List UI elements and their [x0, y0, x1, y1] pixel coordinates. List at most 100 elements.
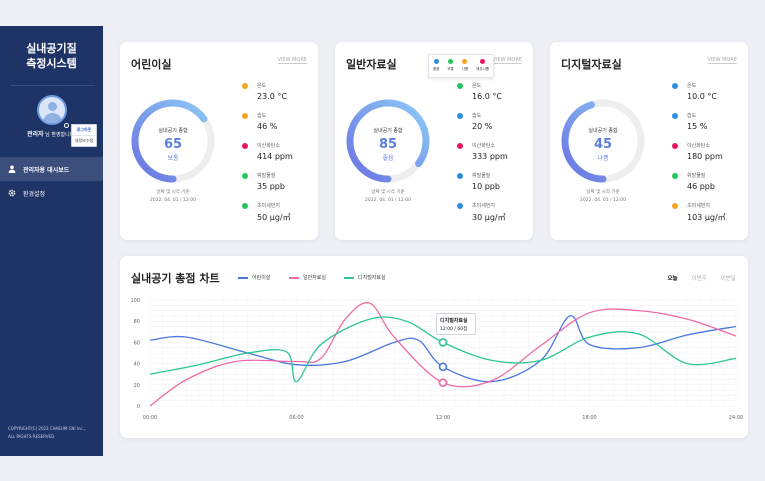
- status-legend-item: 보통: [447, 59, 454, 77]
- measure-info: 날짜 및 시각 기준 2022. 04. 01 / 12:00: [130, 189, 216, 205]
- gauge-fill: [346, 99, 430, 183]
- metric-item: 온도 16.0 °C: [457, 82, 502, 101]
- card-title: 디지털자료실: [561, 58, 622, 71]
- metric-item: 이산화탄소 333 ppm: [457, 142, 508, 161]
- avatar[interactable]: [37, 95, 67, 125]
- series-marker: [438, 362, 448, 372]
- legend-item: 디지털자료실: [344, 274, 386, 281]
- metric-name: 이산화탄소: [472, 143, 496, 149]
- legend-label: 일반자료실: [303, 275, 327, 281]
- tab-this-month[interactable]: 이번달: [720, 276, 736, 282]
- copyright-line2: ALL RIGHTS RESERVED.: [8, 434, 56, 439]
- metric-value: 46 %: [257, 122, 278, 131]
- room-card-general: 일반자료실 VIEW MORE 실내공기 종합 85 좋음 날짜 및 시각 기준 20…: [335, 42, 533, 240]
- status-dot-icon: [242, 202, 248, 209]
- status-legend-label: 보통: [447, 67, 454, 71]
- user-menu-popup: 로그아웃 내정보수정: [71, 124, 97, 147]
- app-title-line1: 실내공기질: [26, 42, 77, 55]
- measure-time: 2022. 04. 01 / 12:00: [365, 198, 411, 203]
- app-title-line2: 측정시스템: [26, 57, 77, 70]
- card-title: 어린이실: [131, 58, 172, 71]
- status-dot-icon: [242, 82, 248, 89]
- sidebar-item-label: 관리자용 대시보드: [23, 166, 70, 174]
- metric-name: 초미세먼지: [472, 203, 496, 209]
- status-dot-icon: [672, 202, 678, 209]
- metric-value: 103 μg/㎥: [687, 213, 726, 222]
- metric-value: 180 ppm: [687, 152, 723, 161]
- period-tabs: 오늘 이번주 이번달: [654, 274, 737, 282]
- status-dot-icon: [242, 112, 248, 119]
- sidebar-item-settings[interactable]: 환경설정: [0, 181, 103, 205]
- sidebar: 실내공기질 측정시스템 관리자 님 환영합니다 로그아웃 내정보수정 관리자용 …: [0, 26, 103, 456]
- metric-name: 초미세먼지: [257, 203, 281, 209]
- legend-line: [344, 276, 354, 279]
- sidebar-item-label: 환경설정: [23, 190, 46, 198]
- metric-name: 온도: [687, 83, 697, 89]
- view-more-link[interactable]: VIEW MORE: [492, 57, 522, 64]
- x-tick-label: 06:00: [289, 415, 303, 421]
- legend-line: [289, 276, 299, 279]
- legend-item: 어린이실: [238, 274, 270, 281]
- status-legend-item: 나쁨: [462, 59, 468, 77]
- series-marker: [438, 378, 448, 387]
- card-title: 일반자료실: [346, 58, 397, 71]
- edit-profile-button[interactable]: 내정보수정: [74, 138, 94, 143]
- legend-label: 디지털자료실: [358, 275, 386, 281]
- x-tick-label: 00:00: [143, 415, 157, 421]
- x-tick-label: 18:00: [582, 415, 596, 421]
- user-name: 관리자: [27, 131, 44, 138]
- status-dot-icon: [672, 172, 678, 179]
- series-line: [149, 316, 737, 383]
- user-greeting: 관리자 님 환영합니다: [27, 129, 74, 138]
- status-dot-icon: [457, 172, 463, 179]
- copyright-line1: COPYRIGHT(C) 2023 CHAEUM CNI Inc.,: [8, 426, 86, 431]
- metric-item: 초미세먼지 50 μg/㎥: [242, 202, 291, 223]
- avatar-settings-icon[interactable]: [64, 123, 69, 128]
- metric-value: 333 ppm: [472, 152, 508, 161]
- y-tick-label: 20: [134, 383, 140, 389]
- gauge-caption: 실내공기 종합: [158, 128, 188, 134]
- room-card-children: 어린이실 VIEW MORE 실내공기 종합 65 보통 날짜 및 시각 기준 202…: [120, 42, 318, 240]
- status-label: 좋음: [382, 155, 394, 162]
- logout-button[interactable]: 로그아웃: [72, 125, 96, 136]
- measure-time: 2022. 04. 01 / 12:00: [150, 198, 196, 203]
- measure-info: 날짜 및 시각 기준 2022. 04. 01 / 12:00: [345, 189, 431, 205]
- measure-label: 날짜 및 시각 기준: [586, 190, 620, 195]
- status-dot-icon: [462, 59, 468, 64]
- status-legend-label: 매우나쁨: [476, 67, 490, 71]
- x-tick-label: 24:00: [729, 415, 743, 421]
- gauge-fill: [131, 99, 215, 183]
- sidebar-item-admin-dashboard[interactable]: 관리자용 대시보드: [0, 157, 103, 181]
- metric-item: 초미세먼지 30 μg/㎥: [457, 202, 506, 223]
- gauge-caption: 실내공기 종합: [373, 128, 403, 134]
- metric-name: 휘발물질: [687, 173, 706, 179]
- legend-item: 일반자료실: [289, 274, 326, 281]
- chart-card: 실내공기 총점 차트 어린이실 일반자료실 디지털자료실 오늘 이번주 이번달 …: [120, 256, 748, 438]
- measure-label: 날짜 및 시각 기준: [156, 190, 190, 195]
- metric-value: 46 ppb: [687, 182, 715, 191]
- status-dot-icon: [457, 82, 463, 89]
- y-tick-label: 40: [134, 362, 140, 368]
- metric-value: 10.0 °C: [687, 92, 717, 101]
- status-legend-item: 좋음: [433, 59, 439, 77]
- view-more-link[interactable]: VIEW MORE: [277, 57, 307, 64]
- tab-today[interactable]: 오늘: [667, 276, 678, 282]
- metric-value: 15 %: [687, 122, 708, 131]
- metric-item: 휘발물질 10 ppb: [457, 172, 500, 191]
- metric-name: 초미세먼지: [687, 203, 711, 209]
- status-legend-popup: 좋음 보통 나쁨 매우나쁨: [428, 54, 494, 78]
- chart-tooltip: 디지털자료실 12:00 / 60점: [436, 313, 476, 335]
- series-line: [149, 302, 737, 407]
- view-more-link[interactable]: VIEW MORE: [707, 57, 737, 64]
- status-legend-item: 매우나쁨: [476, 59, 489, 77]
- line-chart: 0 20 40 60 80 100 00:00 06:00 12:00 18:00 24:00: [130, 298, 743, 421]
- y-tick-label: 100: [130, 298, 140, 304]
- status-dot-icon: [457, 202, 463, 209]
- metric-name: 습도: [472, 113, 482, 119]
- chart-title: 실내공기 총점 차트: [131, 272, 220, 285]
- measure-label: 날짜 및 시각 기준: [371, 190, 405, 195]
- gear-icon: [8, 189, 16, 197]
- metric-value: 30 μg/㎥: [472, 213, 506, 222]
- status-label: 나쁨: [597, 155, 609, 162]
- tab-this-week[interactable]: 이번주: [691, 276, 707, 282]
